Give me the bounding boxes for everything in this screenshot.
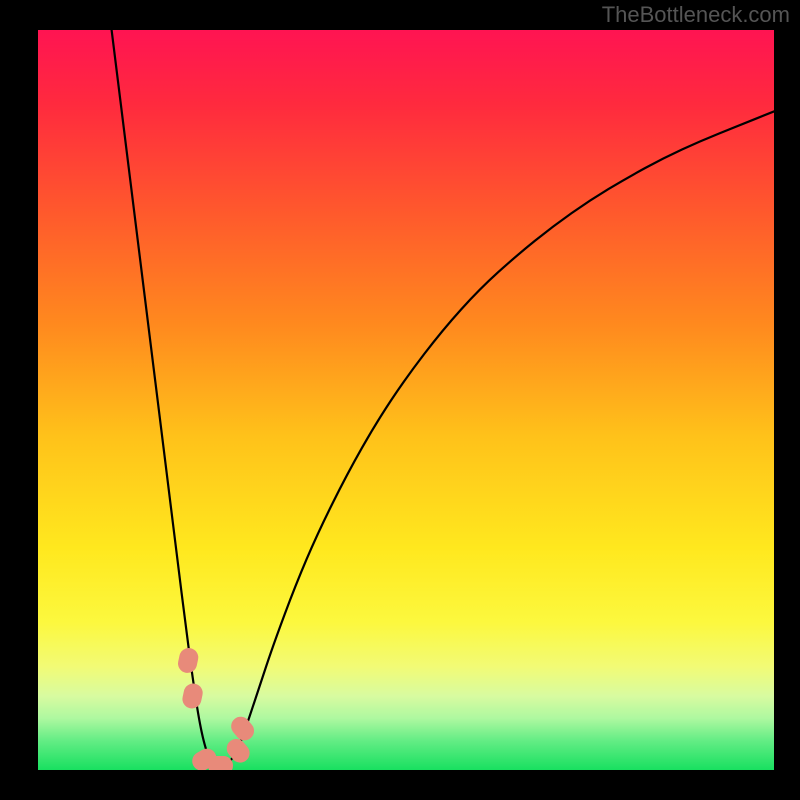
plot-area: [38, 30, 774, 770]
watermark-text: TheBottleneck.com: [602, 2, 790, 28]
chart-container: TheBottleneck.com: [0, 0, 800, 800]
gradient-background: [38, 30, 774, 770]
chart-svg: [38, 30, 774, 770]
marker-3: [209, 757, 233, 770]
